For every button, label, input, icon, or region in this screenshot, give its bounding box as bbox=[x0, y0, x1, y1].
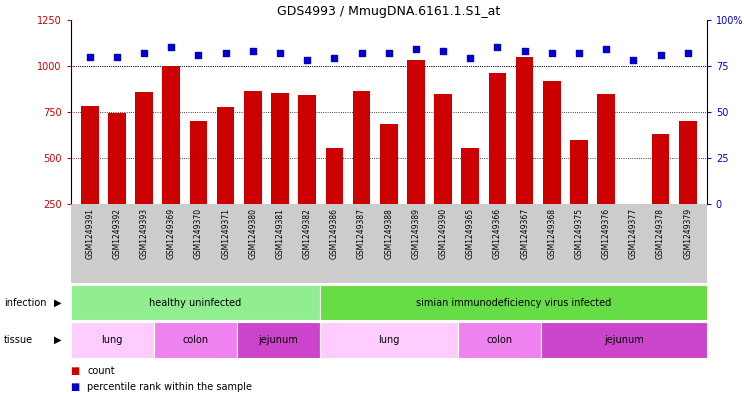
Text: ■: ■ bbox=[71, 382, 83, 392]
Bar bbox=[81, 107, 98, 204]
Bar bbox=[380, 124, 397, 204]
Bar bbox=[190, 121, 208, 204]
Title: GDS4993 / MmugDNA.6161.1.S1_at: GDS4993 / MmugDNA.6161.1.S1_at bbox=[277, 6, 501, 18]
Text: GSM1249370: GSM1249370 bbox=[194, 208, 203, 259]
Text: GSM1249366: GSM1249366 bbox=[493, 208, 502, 259]
Point bbox=[546, 50, 558, 56]
Point bbox=[165, 44, 177, 51]
Point bbox=[301, 57, 313, 63]
Bar bbox=[162, 66, 180, 204]
Text: jejunum: jejunum bbox=[604, 335, 644, 345]
Text: healthy uninfected: healthy uninfected bbox=[149, 298, 241, 308]
Point bbox=[573, 50, 585, 56]
Point bbox=[193, 51, 205, 58]
Text: GSM1249388: GSM1249388 bbox=[384, 208, 394, 259]
Bar bbox=[320, 285, 707, 320]
Bar bbox=[320, 322, 458, 358]
Bar bbox=[108, 113, 126, 204]
Bar bbox=[458, 322, 541, 358]
Bar bbox=[353, 91, 371, 204]
Bar bbox=[461, 148, 479, 204]
Point bbox=[219, 50, 231, 56]
Bar bbox=[679, 121, 696, 204]
Text: GSM1249368: GSM1249368 bbox=[548, 208, 557, 259]
Point bbox=[627, 57, 639, 63]
Bar bbox=[244, 91, 262, 204]
Point bbox=[356, 50, 368, 56]
Point bbox=[138, 50, 150, 56]
Point bbox=[464, 55, 476, 62]
Point bbox=[84, 53, 96, 60]
Point bbox=[600, 46, 612, 52]
Text: count: count bbox=[87, 366, 115, 376]
Bar bbox=[597, 94, 615, 204]
Bar bbox=[154, 322, 237, 358]
Bar bbox=[298, 95, 316, 204]
Text: simian immunodeficiency virus infected: simian immunodeficiency virus infected bbox=[416, 298, 611, 308]
Text: GSM1249376: GSM1249376 bbox=[602, 208, 611, 259]
Bar bbox=[543, 81, 561, 204]
Bar bbox=[652, 134, 670, 204]
Point bbox=[382, 50, 394, 56]
Bar bbox=[71, 285, 320, 320]
Text: GSM1249378: GSM1249378 bbox=[656, 208, 665, 259]
Text: colon: colon bbox=[487, 335, 513, 345]
Text: GSM1249365: GSM1249365 bbox=[466, 208, 475, 259]
Text: GSM1249391: GSM1249391 bbox=[86, 208, 94, 259]
Point bbox=[655, 51, 667, 58]
Point bbox=[111, 53, 123, 60]
Bar bbox=[407, 60, 425, 204]
Text: GSM1249379: GSM1249379 bbox=[683, 208, 692, 259]
Text: ▶: ▶ bbox=[54, 298, 62, 308]
Bar bbox=[489, 73, 507, 204]
Bar bbox=[570, 140, 588, 204]
Point bbox=[437, 48, 449, 54]
Text: colon: colon bbox=[182, 335, 208, 345]
Text: lung: lung bbox=[378, 335, 400, 345]
Text: GSM1249389: GSM1249389 bbox=[411, 208, 420, 259]
Bar bbox=[326, 148, 343, 204]
Text: ▶: ▶ bbox=[54, 335, 62, 345]
Text: GSM1249392: GSM1249392 bbox=[112, 208, 121, 259]
Text: GSM1249390: GSM1249390 bbox=[439, 208, 448, 259]
Text: jejunum: jejunum bbox=[258, 335, 298, 345]
Text: GSM1249377: GSM1249377 bbox=[629, 208, 638, 259]
Text: GSM1249369: GSM1249369 bbox=[167, 208, 176, 259]
Bar bbox=[541, 322, 707, 358]
Text: GSM1249386: GSM1249386 bbox=[330, 208, 339, 259]
Point bbox=[274, 50, 286, 56]
Text: ■: ■ bbox=[71, 366, 83, 376]
Text: GSM1249381: GSM1249381 bbox=[275, 208, 284, 259]
Bar bbox=[237, 322, 320, 358]
Text: infection: infection bbox=[4, 298, 46, 308]
Point bbox=[247, 48, 259, 54]
Text: GSM1249382: GSM1249382 bbox=[303, 208, 312, 259]
Bar bbox=[71, 322, 154, 358]
Point bbox=[492, 44, 504, 51]
Text: GSM1249393: GSM1249393 bbox=[140, 208, 149, 259]
Text: GSM1249375: GSM1249375 bbox=[574, 208, 583, 259]
Text: GSM1249367: GSM1249367 bbox=[520, 208, 529, 259]
Bar bbox=[271, 93, 289, 204]
Point bbox=[410, 46, 422, 52]
Bar bbox=[516, 57, 533, 204]
Text: GSM1249387: GSM1249387 bbox=[357, 208, 366, 259]
Bar bbox=[434, 94, 452, 204]
Bar bbox=[217, 107, 234, 204]
Text: GSM1249371: GSM1249371 bbox=[221, 208, 230, 259]
Bar bbox=[624, 204, 642, 205]
Point bbox=[682, 50, 693, 56]
Text: GSM1249380: GSM1249380 bbox=[248, 208, 257, 259]
Text: lung: lung bbox=[101, 335, 123, 345]
Bar bbox=[135, 92, 153, 204]
Text: percentile rank within the sample: percentile rank within the sample bbox=[87, 382, 252, 392]
Text: tissue: tissue bbox=[4, 335, 33, 345]
Point bbox=[328, 55, 340, 62]
Point bbox=[519, 48, 530, 54]
